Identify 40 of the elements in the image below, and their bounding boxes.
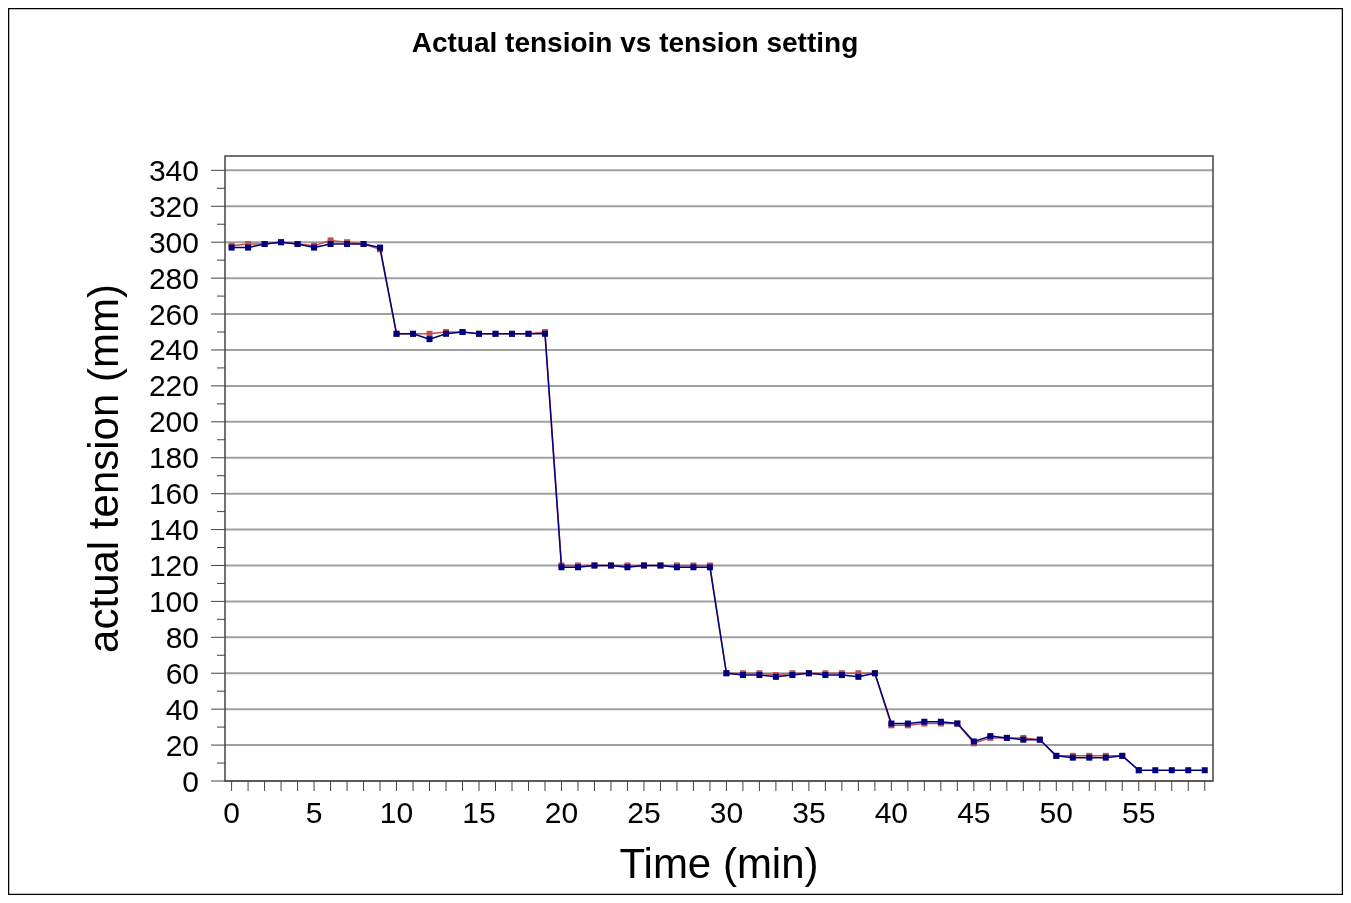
y-tick-label: 240 — [148, 333, 199, 367]
y-tick-label: 320 — [148, 189, 199, 223]
x-axis-title: Time (min) — [619, 840, 819, 887]
point — [1201, 767, 1208, 774]
x-tick-label: 30 — [709, 796, 744, 829]
y-tick-label: 200 — [148, 405, 199, 439]
x-tick-label: 55 — [1122, 796, 1156, 829]
y-tick-label: 0 — [182, 764, 199, 798]
x-tick-label: 50 — [1039, 796, 1073, 829]
x-tick-label: 5 — [305, 796, 323, 829]
y-tick-label: 80 — [165, 620, 199, 654]
y-tick-label: 340 — [148, 153, 199, 187]
point — [1185, 767, 1192, 774]
y-tick-label: 280 — [148, 261, 199, 295]
x-tick-label: 0 — [223, 796, 240, 829]
y-tick-label: 100 — [148, 584, 199, 618]
chart-title: Actual tensioin vs tension setting — [411, 27, 859, 58]
point — [1168, 767, 1175, 774]
y-tick-label: 300 — [148, 225, 199, 259]
y-tick-label: 160 — [148, 477, 199, 511]
y-tick-label: 180 — [148, 441, 199, 475]
point — [426, 336, 433, 343]
x-tick-label: 35 — [792, 796, 826, 829]
x-tick-label: 25 — [627, 796, 661, 829]
y-tick-label: 60 — [165, 656, 199, 690]
y-tick-label: 40 — [165, 692, 199, 726]
y-tick-label: 120 — [148, 548, 199, 582]
y-tick-label: 260 — [148, 297, 199, 331]
x-tick-label: 45 — [957, 796, 991, 829]
point — [245, 244, 252, 251]
x-tick-label: 20 — [544, 796, 579, 829]
y-tick-label: 220 — [148, 369, 199, 403]
y-tick-label: 140 — [148, 513, 199, 547]
x-tick-label: 40 — [874, 796, 909, 829]
x-tick-label: 15 — [462, 796, 496, 829]
y-tick-label: 20 — [165, 728, 199, 762]
point — [327, 241, 334, 247]
point — [1152, 767, 1159, 774]
x-tick-label: 10 — [379, 796, 414, 829]
y-axis-title: actual tension (mm) — [80, 284, 127, 653]
